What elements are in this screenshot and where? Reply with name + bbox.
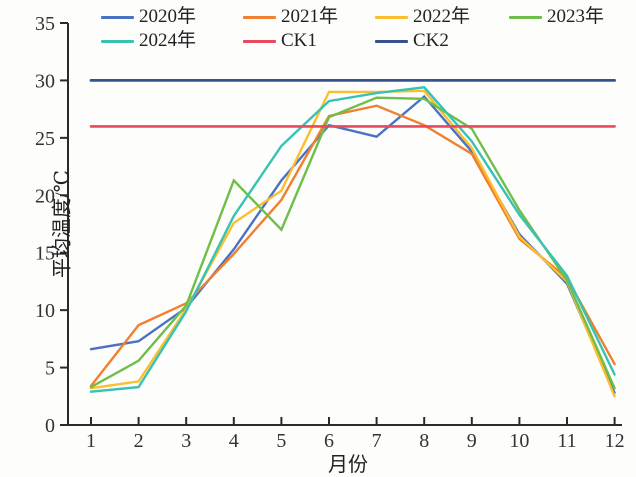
svg-text:3: 3 <box>181 430 191 452</box>
legend-label-2021: 2021年 <box>281 6 339 27</box>
legend-swatch-ck1 <box>243 39 276 43</box>
svg-text:2: 2 <box>134 430 144 452</box>
legend-swatch-2024 <box>101 39 134 43</box>
legend-swatch-2023 <box>509 15 542 19</box>
svg-text:10: 10 <box>35 300 55 322</box>
legend-item-ck2: CK2 <box>375 30 449 52</box>
svg-text:0: 0 <box>45 415 55 437</box>
legend-label-2023: 2023年 <box>547 6 605 27</box>
svg-text:20: 20 <box>35 185 55 207</box>
svg-text:10: 10 <box>509 430 529 452</box>
svg-text:12: 12 <box>605 430 625 452</box>
svg-text:9: 9 <box>467 430 477 452</box>
legend-label-2022: 2022年 <box>413 6 471 27</box>
legend-item-2020: 2020年 <box>101 6 196 28</box>
legend-label-ck2: CK2 <box>413 30 449 51</box>
legend-swatch-2022 <box>375 15 408 19</box>
legend-item-2021: 2021年 <box>243 6 338 28</box>
y-axis-title: 平均温度/℃ <box>51 170 74 278</box>
svg-text:30: 30 <box>35 70 55 92</box>
legend-item-2023: 2023年 <box>509 6 604 28</box>
legend-swatch-ck2 <box>375 39 408 43</box>
chart-legend: 2020年 2021年 2022年 2023年 2024年 CK1 CK2 <box>0 0 636 58</box>
legend-label-ck1: CK1 <box>281 30 317 51</box>
legend-item-2024: 2024年 <box>101 30 196 52</box>
svg-text:8: 8 <box>419 430 429 452</box>
legend-item-2022: 2022年 <box>375 6 470 28</box>
svg-text:5: 5 <box>45 358 55 380</box>
legend-item-ck1: CK1 <box>243 30 317 52</box>
svg-text:25: 25 <box>35 128 55 150</box>
svg-text:5: 5 <box>276 430 286 452</box>
svg-text:6: 6 <box>324 430 334 452</box>
svg-text:15: 15 <box>35 243 55 265</box>
legend-swatch-2021 <box>243 15 276 19</box>
svg-text:1: 1 <box>86 430 96 452</box>
legend-label-2020: 2020年 <box>139 6 197 27</box>
x-axis-title: 月份 <box>328 454 368 476</box>
svg-text:4: 4 <box>229 430 239 452</box>
svg-text:7: 7 <box>372 430 382 452</box>
svg-text:11: 11 <box>557 430 576 452</box>
svg-text:35: 35 <box>35 13 55 35</box>
legend-swatch-2020 <box>101 15 134 19</box>
legend-label-2024: 2024年 <box>139 30 197 51</box>
